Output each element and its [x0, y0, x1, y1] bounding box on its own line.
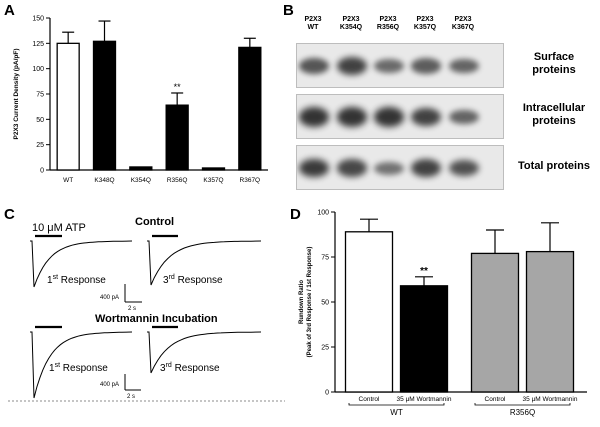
- blot-band: [299, 107, 329, 127]
- bar: [56, 42, 80, 171]
- blot-lane-label: P2X3 R356Q: [376, 16, 400, 31]
- wortmannin-title: Wortmannin Incubation: [95, 313, 218, 325]
- x-tick-label: Control: [359, 396, 381, 403]
- bar: [238, 46, 262, 171]
- y-tick-label: 100: [32, 66, 44, 73]
- y-tick-label: 25: [36, 142, 44, 149]
- y-tick-label: 100: [317, 210, 329, 217]
- blot-band: [299, 58, 329, 74]
- x-tick-label: WT: [63, 177, 73, 184]
- blot-lane-label: P2X3 K357Q: [413, 16, 437, 31]
- panel-a-label: A: [4, 2, 15, 19]
- scale-time-label: 2 s: [128, 306, 136, 312]
- x-tick-label: Control: [485, 396, 507, 403]
- blot-band: [299, 158, 329, 178]
- panel-b-label: B: [283, 2, 294, 19]
- control-first-response-label: 1st Response: [47, 274, 106, 286]
- control-first-trace: [30, 240, 133, 288]
- blot-lane-label: P2X3 WT: [304, 16, 322, 31]
- x-tick-label: R356Q: [167, 177, 188, 184]
- blot-row-label: Surface proteins: [532, 51, 576, 76]
- scale-current-label: 400 pA: [100, 295, 119, 301]
- blot-band: [411, 58, 441, 74]
- group-label: WT: [390, 408, 403, 417]
- control-third-trace: [147, 240, 262, 286]
- wortmannin-first-trace: [30, 331, 133, 399]
- blot-band: [411, 159, 441, 177]
- y-tick-label: 125: [32, 41, 44, 48]
- bar: [525, 250, 575, 393]
- blot-row-label: Total proteins: [518, 160, 590, 172]
- y-tick-label: 150: [32, 16, 44, 23]
- control-third-response-label: 3rd Response: [163, 274, 223, 286]
- y-tick-label: 50: [36, 117, 44, 124]
- blot-band: [449, 58, 479, 74]
- y-tick-label: 0: [40, 168, 44, 175]
- blot-row: [296, 94, 504, 139]
- panel-d-chart: 0 25 50 75 100 Rundown Ratio (Peak of 3rd Resp…: [299, 210, 587, 417]
- scale-time-label: 2 s: [127, 394, 135, 400]
- y-axis-label-line1: Rundown Ratio: [299, 280, 305, 324]
- blot-row: [296, 43, 504, 88]
- blot-band: [374, 59, 404, 73]
- panel-d-label: D: [290, 206, 301, 223]
- bar: [399, 285, 449, 393]
- scale-bar: 400 pA 2 s: [100, 284, 142, 312]
- panel-c-traces: 10 μM ATP Control 1st Response 3rd Respo…: [8, 216, 285, 402]
- bar: [129, 166, 153, 171]
- blot-lane-label: P2X3 K367Q: [451, 16, 475, 31]
- x-tick-label: R367Q: [240, 177, 261, 184]
- blot-band: [411, 108, 441, 126]
- blot-band: [337, 159, 367, 177]
- scale-bar: 400 pA 2 s: [100, 374, 141, 400]
- y-axis-label: P2X3 Current Density (pA/pF): [13, 48, 20, 139]
- wortmannin-third-trace: [147, 331, 262, 374]
- panel-a-chart: 0 25 50 75 100 125 150 P2X3 Current Density (pA…: [13, 16, 268, 184]
- blot-band: [374, 161, 404, 175]
- y-tick-label: 75: [36, 92, 44, 99]
- x-tick-label: 35 μM Wortmannin: [397, 396, 452, 403]
- y-tick-label: 50: [321, 300, 329, 307]
- atp-label: 10 μM ATP: [32, 222, 86, 234]
- bar: [165, 104, 189, 171]
- group-bracket: [474, 403, 571, 406]
- y-axis-label-line2: (Peak of 3rd Response / 1st Response): [307, 247, 313, 358]
- y-tick-label: 25: [321, 345, 329, 352]
- wortmannin-first-response-label: 1st Response: [49, 362, 108, 374]
- x-tick-label: 35 μM Wortmannin: [523, 396, 578, 403]
- significance-marker: **: [420, 266, 428, 277]
- blot-band: [337, 57, 367, 75]
- blot-lane-label: P2X3 K354Q: [339, 16, 363, 31]
- group-label: R356Q: [510, 408, 535, 417]
- bar: [470, 252, 520, 393]
- control-title: Control: [135, 216, 174, 228]
- group-bracket: [348, 403, 445, 406]
- blot-row-label: Intracellular proteins: [522, 102, 586, 127]
- x-tick-label: K357Q: [203, 177, 223, 184]
- x-tick-label: K354Q: [131, 177, 151, 184]
- significance-marker: **: [174, 82, 182, 92]
- x-tick-label: K348Q: [94, 177, 114, 184]
- y-tick-label: 0: [325, 390, 329, 397]
- scale-current-label: 400 pA: [100, 382, 119, 388]
- blot-band: [374, 107, 404, 127]
- bar: [92, 40, 117, 171]
- bar: [201, 167, 226, 171]
- y-tick-label: 75: [321, 255, 329, 262]
- wortmannin-third-response-label: 3rd Response: [160, 362, 220, 374]
- bar: [344, 231, 394, 393]
- blot-band: [449, 109, 479, 125]
- blot-band: [449, 159, 479, 177]
- blot-row: [296, 145, 504, 190]
- panel-c-label: C: [4, 206, 15, 223]
- blot-band: [337, 107, 367, 127]
